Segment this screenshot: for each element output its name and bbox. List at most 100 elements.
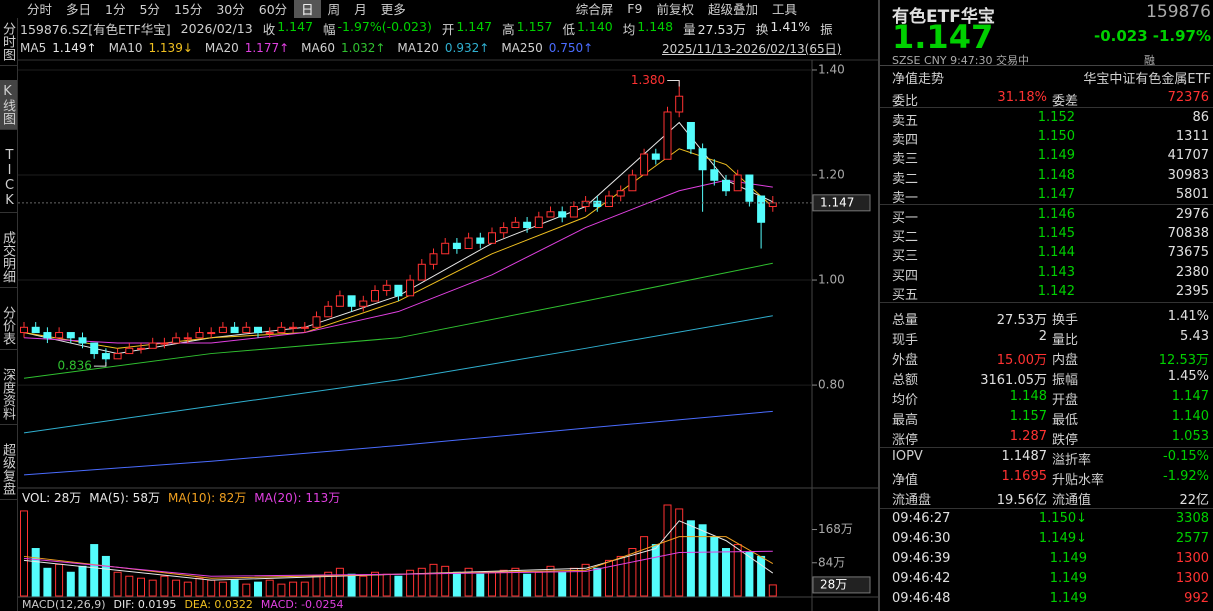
candle-body: [768, 202, 777, 208]
volume-bar: [55, 563, 64, 597]
ma-name: MA10: [108, 41, 143, 55]
fund-value: -1.92%: [1163, 469, 1209, 484]
ma-value: 0.932↑: [444, 41, 490, 55]
ma-name: MA5: [20, 41, 47, 55]
book-price: 1.142: [1037, 283, 1075, 299]
stat-label: 总额: [892, 373, 919, 388]
tool-button[interactable]: 超级叠加: [707, 2, 758, 17]
candle-body: [523, 221, 532, 229]
quote-item: 振: [820, 19, 833, 38]
candle-body: [359, 300, 368, 307]
fund-label: 升贴水率: [1052, 473, 1105, 488]
tool-button[interactable]: 综合屏: [575, 2, 614, 17]
full-name: 华宝中证有色金属ETF: [1083, 72, 1211, 87]
period-tab[interactable]: 1分: [105, 2, 126, 17]
volume-bar: [464, 567, 473, 597]
period-tab[interactable]: 15分: [173, 2, 203, 17]
high-label: 1.380: [631, 73, 665, 87]
volume-bar: [593, 567, 602, 597]
tool-button[interactable]: 前复权: [656, 2, 694, 17]
volume-bar: [722, 548, 730, 597]
volume-bar: [347, 573, 356, 597]
period-tab[interactable]: 60分: [258, 2, 288, 17]
price-tag-label: 1.147: [820, 195, 854, 209]
volume-bar: [558, 571, 567, 597]
tool-button[interactable]: 工具: [771, 2, 797, 17]
quote-item: 高 1.157: [502, 19, 552, 38]
period-tab[interactable]: 30分: [216, 2, 245, 17]
tick-volume: 1300: [1175, 551, 1209, 566]
stat-value: 2: [1038, 329, 1047, 344]
period-tab[interactable]: 周: [327, 2, 341, 17]
quote-label: 振: [820, 21, 833, 37]
vol-legend-item: MA(5): 58万: [89, 490, 160, 505]
candle-body: [183, 337, 192, 340]
volume-bar: [137, 577, 145, 597]
quote-label: 收: [262, 21, 276, 37]
side-tab[interactable]: TICK: [0, 144, 17, 213]
quote-label: 换: [755, 21, 769, 37]
period-tab[interactable]: 多日: [66, 2, 92, 17]
candle-body: [569, 206, 578, 218]
volume-bar: [371, 571, 379, 597]
side-tab[interactable]: 成交明细: [0, 227, 17, 288]
divider: [880, 65, 1213, 66]
period-tab[interactable]: 分时: [27, 2, 53, 17]
candle-body: [733, 174, 742, 192]
vol-legend-item: VOL: 28万: [22, 490, 82, 505]
low-leader: [93, 362, 107, 367]
tool-button[interactable]: F9: [627, 1, 643, 16]
side-tab[interactable]: K线图: [0, 80, 17, 130]
volume-bar: [768, 584, 777, 597]
quote-label: 量: [683, 21, 696, 37]
book-volume: 2395: [1175, 283, 1209, 299]
volume-bar: [230, 579, 239, 597]
quote-item: 低 1.140: [562, 19, 612, 38]
price-tag: [812, 194, 871, 212]
fund-label: IOPV: [892, 449, 923, 464]
volume-bar: [113, 571, 122, 597]
candle-body: [441, 242, 450, 255]
side-tab[interactable]: 深度资料: [0, 364, 17, 425]
book-label: 卖五: [892, 114, 919, 129]
stat-label: 最低: [1052, 413, 1079, 428]
side-tab[interactable]: 分价表: [0, 302, 17, 350]
stat-label: 最高: [892, 413, 919, 428]
tick-price: 1.149: [1049, 571, 1087, 586]
candle-body: [499, 227, 508, 234]
date: 2026/02/13: [180, 20, 253, 36]
period-tab[interactable]: 日: [294, 0, 321, 18]
book-label: 买五: [892, 287, 919, 303]
tick-volume: 992: [1184, 591, 1209, 606]
fund-code: 159876: [1146, 2, 1211, 22]
volume-bar: [160, 575, 169, 597]
macd-item: DIF: 0.0195: [113, 598, 177, 611]
stat-value: 1.45%: [1167, 369, 1209, 384]
quote-value: 1.140: [576, 18, 613, 34]
candle-body: [324, 305, 333, 318]
volume-bar: [757, 555, 766, 597]
volume-bar: [20, 510, 28, 597]
nav-tab[interactable]: 净值走势: [892, 72, 945, 87]
volume-bar: [324, 571, 333, 597]
period-tab[interactable]: 更多: [380, 2, 406, 17]
period-tab[interactable]: 5分: [139, 2, 160, 17]
stat-value: 12.53万: [1158, 353, 1209, 368]
ma-value: 1.139↓: [148, 41, 193, 55]
candle-body: [277, 326, 286, 334]
volume-bar: [254, 581, 262, 597]
volume-bar: [698, 524, 707, 597]
period-tab[interactable]: 月: [354, 2, 367, 17]
tick-time: 09:46:48: [892, 591, 951, 606]
change-pct: -1.97%: [1152, 27, 1211, 45]
candle-body: [546, 211, 555, 218]
tick-price: 1.149: [1049, 551, 1087, 566]
toolbar: 分时 多日 1分 5分 15分 30分 60分日周月更多 综合屏 F9 前复权 超级叠加 工具: [20, 0, 878, 18]
volume-bar: [745, 551, 754, 597]
ma-line: [23, 262, 773, 379]
vol-legend-item: MA(20): 113万: [254, 490, 341, 505]
side-tab[interactable]: 分时图: [0, 18, 17, 66]
candle-body: [90, 342, 99, 355]
side-tab[interactable]: 超级复盘: [0, 439, 17, 500]
book-volume: 1311: [1175, 129, 1209, 145]
